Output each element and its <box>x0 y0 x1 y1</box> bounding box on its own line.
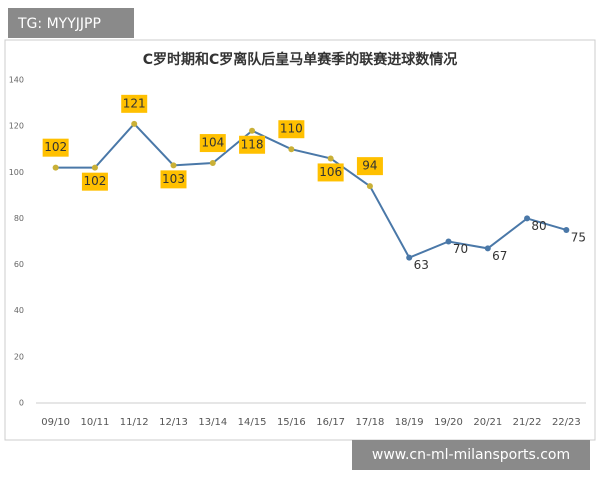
x-tick-label: 14/15 <box>238 417 267 428</box>
x-tick-label: 18/19 <box>395 417 424 428</box>
data-label: 118 <box>241 137 264 151</box>
x-tick-label: 22/23 <box>552 417 581 428</box>
y-tick-label: 20 <box>14 352 24 361</box>
point <box>524 215 531 222</box>
chart-title: C罗时期和C罗离队后皇马单赛季的联赛进球数情况 <box>143 51 458 68</box>
x-tick-label: 15/16 <box>277 417 306 428</box>
point <box>249 127 256 134</box>
x-tick-label: 10/11 <box>81 417 110 428</box>
data-label: 80 <box>531 219 546 233</box>
label-box <box>42 138 69 157</box>
label-box <box>278 120 305 139</box>
badge: TG: MYYJJPP <box>17 16 101 32</box>
badge-bg <box>8 8 134 38</box>
y-tick-label: 0 <box>19 399 24 408</box>
point <box>288 146 295 153</box>
data-label: 63 <box>414 258 429 272</box>
data-label: 104 <box>201 136 224 150</box>
label-box <box>81 172 108 191</box>
watermark: www.cn-ml-milansports.com <box>372 447 570 463</box>
data-label: 102 <box>83 174 106 188</box>
label-box <box>199 134 226 153</box>
x-tick-label: 20/21 <box>473 417 502 428</box>
label-box <box>121 94 148 113</box>
x-tick-label: 17/18 <box>356 417 385 428</box>
point <box>327 155 334 162</box>
point <box>52 164 59 171</box>
label-box <box>160 170 187 189</box>
data-label: 110 <box>280 122 303 136</box>
watermark-bg <box>352 440 590 470</box>
chart-frame <box>4 39 596 441</box>
point <box>209 160 216 167</box>
y-tick-label: 120 <box>9 122 24 131</box>
y-tick-label: 80 <box>14 214 24 223</box>
y-tick-label: 60 <box>14 260 24 269</box>
y-tick-label: 140 <box>9 76 24 85</box>
label-box <box>356 157 383 176</box>
data-label: 94 <box>362 159 377 173</box>
x-tick-label: 16/17 <box>316 417 345 428</box>
x-tick-label: 09/10 <box>41 417 70 428</box>
y-tick-label: 100 <box>9 168 24 177</box>
point <box>484 245 491 252</box>
label-box <box>239 135 266 154</box>
x-tick-label: 12/13 <box>159 417 188 428</box>
data-label: 103 <box>162 172 185 186</box>
x-tick-label: 11/12 <box>120 417 149 428</box>
x-tick-label: 21/22 <box>513 417 542 428</box>
label-box <box>317 163 344 182</box>
data-label: 67 <box>492 249 507 263</box>
point <box>131 120 138 127</box>
data-label: 75 <box>571 230 586 244</box>
point <box>406 254 413 261</box>
y-tick-label: 40 <box>14 306 24 315</box>
point <box>170 162 177 169</box>
point <box>445 238 452 245</box>
data-label: 106 <box>319 165 342 179</box>
data-label: 102 <box>44 140 67 154</box>
point <box>563 226 570 233</box>
x-tick-label: 19/20 <box>434 417 463 428</box>
data-label: 121 <box>123 96 146 110</box>
line <box>55 122 567 259</box>
point <box>91 164 98 171</box>
data-label: 70 <box>453 242 468 256</box>
x-tick-label: 13/14 <box>198 417 227 428</box>
point <box>366 183 373 190</box>
